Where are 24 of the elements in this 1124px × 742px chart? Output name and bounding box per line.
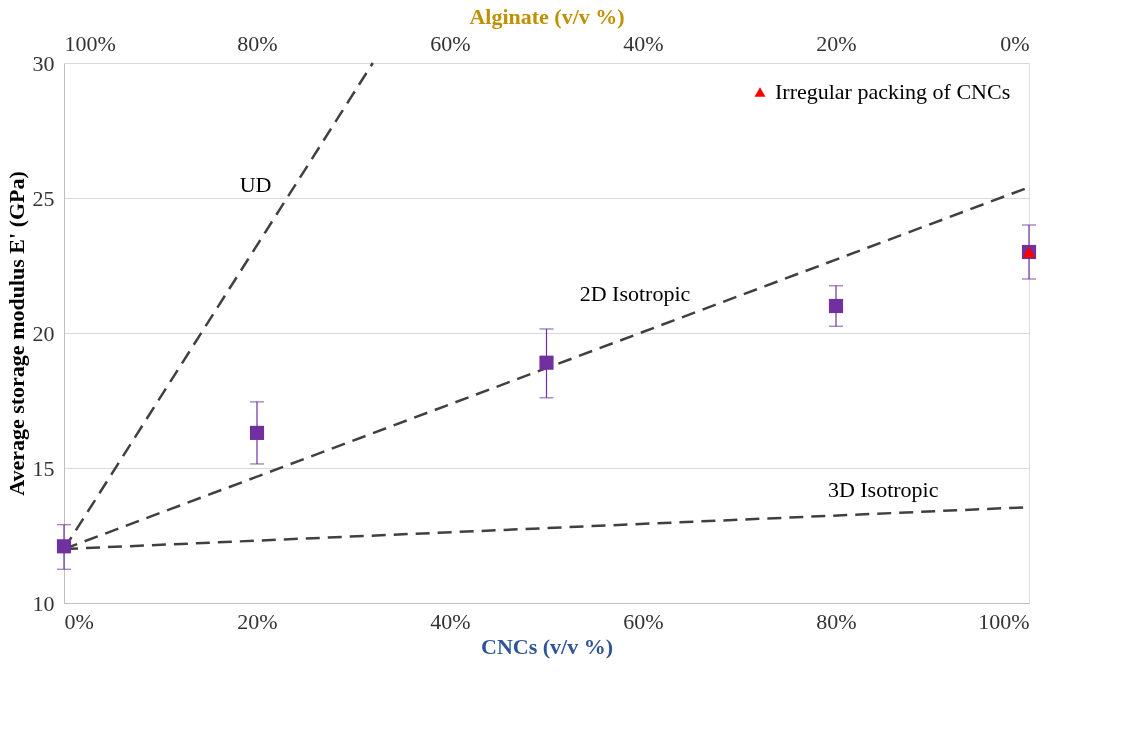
x2-tick-label: 40% — [623, 30, 664, 56]
x-tick-label: 80% — [816, 608, 857, 634]
x-tick-label: 60% — [623, 608, 664, 634]
legend-label: Irregular packing of CNCs — [775, 79, 1011, 104]
y-tick-label: 10 — [32, 590, 55, 616]
series-label: 3D Isotropic — [827, 477, 939, 503]
series-label: 2D Isotropic — [579, 280, 691, 306]
x2-tick-label: 60% — [430, 30, 471, 56]
x-axis-title: CNCs (v/v %) — [481, 633, 613, 659]
x-tick-label: 0% — [64, 608, 94, 634]
x-tick-label: 20% — [237, 608, 278, 634]
y-axis-title: Average storage modulus E' (GPa) — [3, 171, 29, 496]
x2-tick-label: 20% — [816, 30, 857, 56]
y-tick-label: 25 — [32, 185, 55, 211]
y-tick-label: 15 — [32, 455, 55, 481]
y-tick-label: 20 — [32, 320, 55, 346]
x-tick-label: 100% — [978, 608, 1030, 634]
x2-tick-label: 100% — [64, 30, 116, 56]
x-tick-label: 40% — [430, 608, 471, 634]
y-tick-label: 30 — [32, 50, 55, 76]
x2-tick-label: 0% — [1000, 30, 1030, 56]
x2-axis-title: Alginate (v/v %) — [469, 3, 625, 29]
series-label: UD — [239, 171, 272, 197]
x2-tick-label: 80% — [237, 30, 278, 56]
